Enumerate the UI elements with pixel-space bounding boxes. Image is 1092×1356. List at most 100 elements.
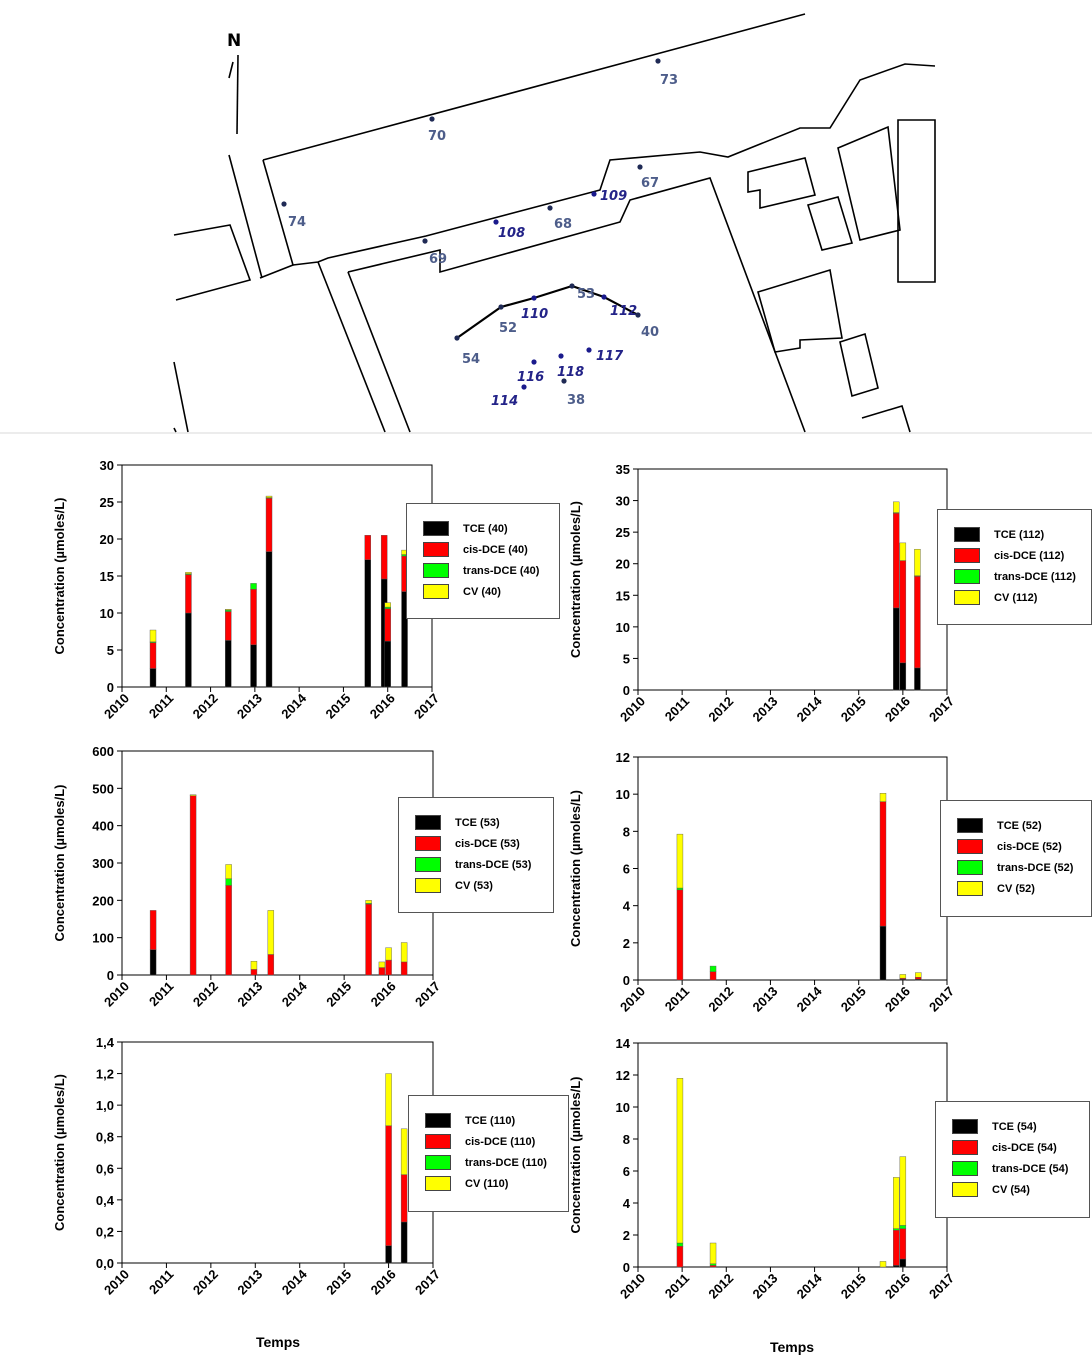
y-tick-label: 300 <box>92 856 114 871</box>
bar-segment-cis-dce <box>364 535 371 560</box>
bar-segment-cv <box>676 833 684 889</box>
bar-segment-cis-dce <box>914 576 921 669</box>
bar-segment-cv <box>400 942 408 963</box>
x-tick-label: 2017 <box>412 979 443 1010</box>
chart-well-110: 0,0 0,2 0,4 0,6 0,8 1,0 1,2 1,4 2010 2011 2012 2013… <box>52 1035 443 1298</box>
well-label-new: 108 <box>498 226 525 241</box>
legend-item: trans-DCE (110) <box>409 1152 568 1173</box>
bar-segment-tce <box>400 1221 408 1264</box>
legend-well-52: TCE (52) cis-DCE (52) trans-DCE (52) CV (52… <box>940 800 1092 917</box>
bar-segment-tce <box>364 559 371 688</box>
bar-segment-cis-dce <box>265 498 273 552</box>
legend-swatch <box>425 1113 451 1128</box>
y-axis-label: Concentration (µmoles/L) <box>568 1077 583 1234</box>
legend-item: TCE (53) <box>399 812 553 833</box>
bar-segment-trans-dce <box>225 878 232 886</box>
legend-label: cis-DCE (112) <box>994 549 1065 562</box>
bar-segment-trans-dce <box>676 887 684 891</box>
y-tick-label: 10 <box>616 620 630 635</box>
legend-label: trans-DCE (52) <box>997 861 1074 874</box>
y-axis-label: Concentration (µmoles/L) <box>568 501 583 658</box>
legend-swatch <box>423 542 449 557</box>
y-tick-label: 4 <box>623 1196 631 1211</box>
legend-item: TCE (40) <box>407 518 559 539</box>
wells-plain: 73 70 67 74 68 69 53 52 40 54 38 <box>281 58 678 408</box>
legend-label: trans-DCE (112) <box>994 570 1076 583</box>
bar-segment-cis-dce <box>899 1228 907 1260</box>
bar-segment-cis-dce <box>893 512 900 609</box>
legend-item: CV (40) <box>407 581 559 602</box>
legend-label: CV (52) <box>997 882 1035 895</box>
bar-segment-cis-dce <box>225 611 232 641</box>
x-tick-label: 2011 <box>662 694 693 725</box>
well-label: 70 <box>428 129 446 144</box>
well-marker <box>635 312 641 318</box>
well-label: 74 <box>288 215 306 230</box>
x-tick-label: 2010 <box>101 1267 132 1298</box>
y-tick-label: 12 <box>616 750 630 765</box>
y-tick-label: 15 <box>616 588 630 603</box>
legend-swatch <box>423 584 449 599</box>
x-tick-label: 2014 <box>279 1266 311 1298</box>
legend-swatch <box>952 1161 978 1176</box>
legend-label: trans-DCE (110) <box>465 1156 547 1169</box>
y-tick-label: 0 <box>623 1260 630 1275</box>
bar-segment-cv <box>267 910 275 955</box>
bar-segment-cv <box>676 1078 684 1244</box>
y-tick-label: 1,4 <box>96 1035 115 1050</box>
bar-segment-cis-dce <box>365 903 372 976</box>
legend-label: CV (110) <box>465 1177 509 1190</box>
legend-well-53: TCE (53) cis-DCE (53) trans-DCE (53) CV (53… <box>398 797 554 913</box>
bar-segment-cis-dce <box>225 885 232 976</box>
y-tick-label: 25 <box>100 495 114 510</box>
legend-item: cis-DCE (110) <box>409 1131 568 1152</box>
legend-swatch <box>423 521 449 536</box>
well-label: 67 <box>641 176 659 191</box>
bar-segment-cis-dce <box>189 795 197 976</box>
x-tick-label: 2016 <box>368 1267 399 1298</box>
y-tick-label: 10 <box>616 1100 630 1115</box>
legend-label: TCE (40) <box>463 522 508 535</box>
well-label-new: 116 <box>517 370 544 385</box>
legend-label: cis-DCE (54) <box>992 1141 1057 1154</box>
y-tick-label: 2 <box>623 936 630 951</box>
y-axis-label: Concentration (µmoles/L) <box>568 790 583 947</box>
bar-segment-cv <box>185 572 192 574</box>
bar-segment-cis-dce <box>400 961 408 976</box>
x-tick-label: 2010 <box>101 979 132 1010</box>
legend-swatch <box>954 569 980 584</box>
chart-well-112: 0 5 10 15 20 25 30 35 2010 2011 2012 2013 2014 2015 20… <box>568 462 957 725</box>
bar-segment-tce <box>893 1265 900 1268</box>
bar-segment-trans-dce <box>225 609 232 612</box>
x-tick-label: 2012 <box>190 979 221 1010</box>
legend-swatch <box>954 590 980 605</box>
legend-item: TCE (52) <box>941 815 1091 836</box>
y-tick-label: 0,0 <box>96 1256 114 1271</box>
y-tick-label: 400 <box>92 819 114 834</box>
x-tick-label: 2011 <box>662 984 693 1015</box>
well-marker <box>454 335 460 341</box>
bar-segment-tce <box>879 925 887 981</box>
y-tick-label: 6 <box>623 862 630 877</box>
well-label-new: 117 <box>596 349 624 364</box>
bar-segment-tce <box>914 667 921 691</box>
x-tick-label: 2015 <box>838 1271 869 1302</box>
legend-swatch <box>952 1182 978 1197</box>
legend-label: TCE (54) <box>992 1120 1037 1133</box>
y-axis-label: Concentration (µmoles/L) <box>52 1074 67 1231</box>
bar-segment-tce <box>893 607 900 691</box>
legend-item: CV (112) <box>938 587 1091 608</box>
y-tick-label: 15 <box>100 569 114 584</box>
bar-segment-tce <box>149 949 157 976</box>
y-tick-label: 100 <box>92 931 114 946</box>
well-marker <box>637 164 643 170</box>
bar-segment-trans-dce <box>893 1228 900 1231</box>
legend-swatch <box>415 878 441 893</box>
bar-segment-trans-dce <box>899 1225 907 1229</box>
legend-well-112: TCE (112) cis-DCE (112) trans-DCE (112) CV … <box>937 509 1092 625</box>
legend-item: trans-DCE (40) <box>407 560 559 581</box>
bar-segment-cv <box>385 947 392 961</box>
x-tick-label: 2015 <box>322 691 353 722</box>
bar-segment-cv <box>709 1242 717 1264</box>
well-marker-new <box>531 295 537 301</box>
